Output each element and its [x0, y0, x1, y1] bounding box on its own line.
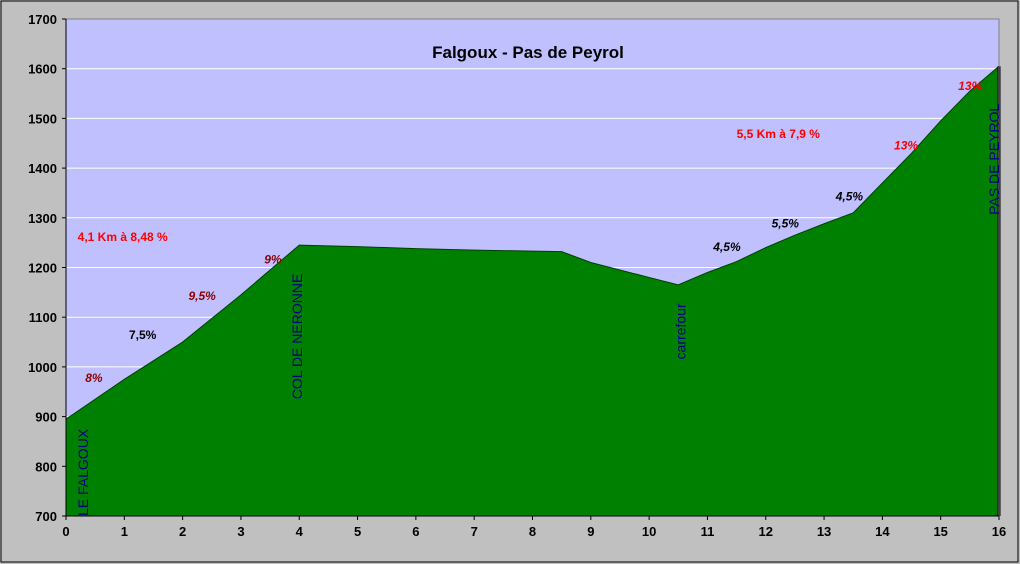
slope-annotation: 8% [85, 371, 103, 385]
x-tick-label: 12 [759, 524, 773, 539]
y-tick-label: 1600 [28, 62, 57, 77]
x-tick-label: 8 [529, 524, 536, 539]
place-label: PAS DE PEYROL [986, 104, 1002, 215]
x-tick-label: 16 [992, 524, 1006, 539]
chart-title: Falgoux - Pas de Peyrol [432, 43, 624, 62]
x-tick-label: 7 [471, 524, 478, 539]
y-tick-label: 1200 [28, 261, 57, 276]
y-tick-label: 900 [35, 410, 57, 425]
x-tick-label: 10 [642, 524, 656, 539]
x-tick-label: 2 [179, 524, 186, 539]
slope-annotation: 13% [958, 79, 982, 93]
place-label: carrefour [672, 303, 688, 359]
x-tick-label: 1 [121, 524, 128, 539]
y-tick-label: 1000 [28, 360, 57, 375]
y-tick-label: 800 [35, 459, 57, 474]
place-label: LE FALGOUX [75, 428, 91, 516]
y-tick-label: 1500 [28, 111, 57, 126]
x-tick-label: 15 [933, 524, 947, 539]
y-tick-label: 1300 [28, 211, 57, 226]
slope-annotation: 5,5% [772, 217, 800, 231]
x-tick-label: 4 [296, 524, 304, 539]
y-tick-label: 1700 [28, 12, 57, 27]
x-tick-label: 9 [587, 524, 594, 539]
x-tick-label: 6 [412, 524, 419, 539]
y-tick-label: 700 [35, 509, 57, 524]
x-tick-label: 11 [701, 524, 715, 539]
x-tick-label: 5 [354, 524, 361, 539]
slope-annotation: 4,5% [835, 189, 864, 203]
y-tick-label: 1400 [28, 161, 57, 176]
x-tick-label: 13 [817, 524, 831, 539]
slope-annotation: 7,5% [129, 328, 157, 342]
y-tick-label: 1100 [29, 310, 57, 325]
elevation-area [65, 65, 1000, 517]
x-tick-label: 3 [237, 524, 244, 539]
x-tick-label: 0 [62, 524, 69, 539]
slope-annotation: 4,1 Km à 8,48 % [78, 230, 168, 244]
x-tick-label: 14 [875, 524, 890, 539]
place-label: COL DE NERONNE [289, 274, 305, 400]
slope-annotation: 4,5% [712, 240, 741, 254]
slope-annotation: 5,5 Km à 7,9 % [737, 127, 821, 141]
slope-annotation: 13% [894, 139, 918, 153]
slope-annotation: 9,5% [188, 289, 216, 303]
slope-annotation: 9% [264, 253, 282, 267]
